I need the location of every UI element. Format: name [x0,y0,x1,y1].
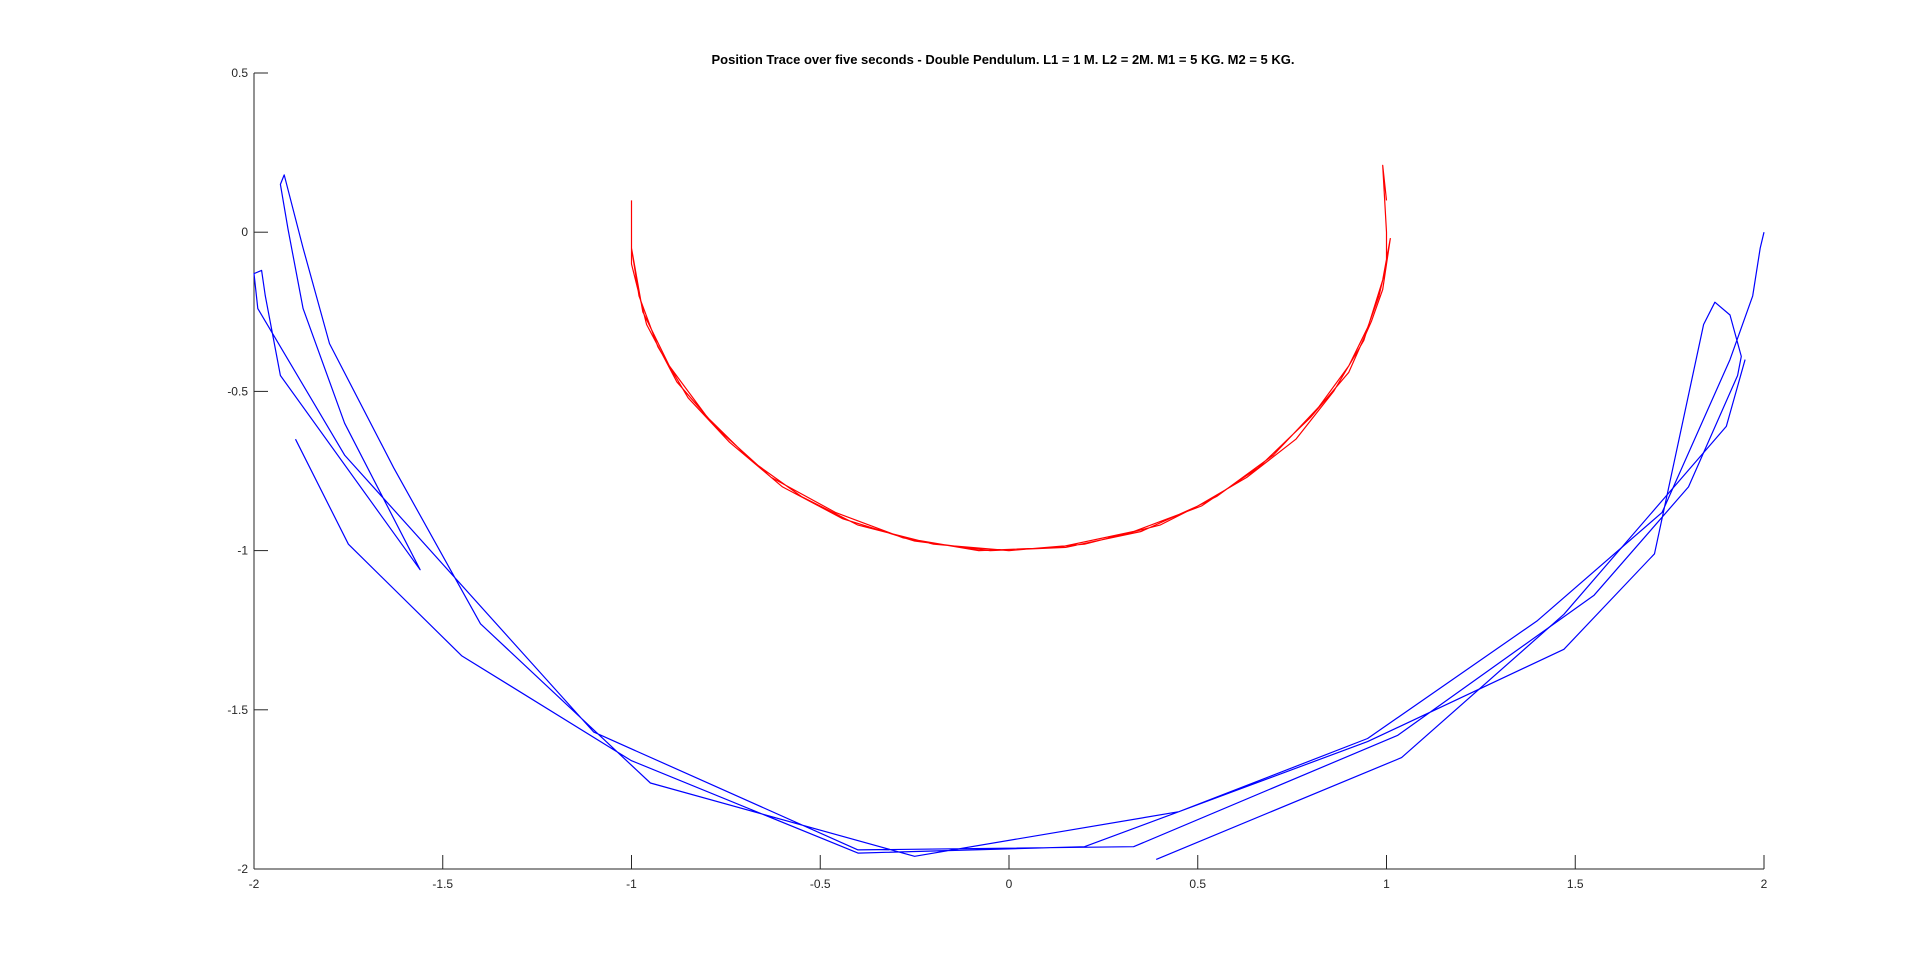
series-layer [253,164,1765,860]
chart-title: Position Trace over five seconds - Doubl… [712,52,1295,67]
x-tick-label: -0.5 [810,877,831,891]
series-line-1 [630,164,1391,552]
x-tick-label: 2 [1761,877,1768,891]
x-tick-label: 1.5 [1567,877,1584,891]
x-tick-label: 0 [1006,877,1013,891]
y-tick-label: -1.5 [227,703,248,717]
series-line-2 [253,174,1765,857]
x-tick-label: 0.5 [1189,877,1206,891]
y-tick-label: -0.5 [227,384,248,398]
series-line-3 [1155,359,1746,860]
y-tick-label: -2 [237,862,248,876]
y-tick-label: -1 [237,544,248,558]
x-tick-label: -1 [626,877,637,891]
axes [253,73,1764,870]
tick-layer: -2 -1.5 -1 -0.5 0 0.5 1 1.5 2 -2 -1.5 -1 -0.5 0 0.5 [227,66,1767,891]
x-tick-label: -2 [249,877,260,891]
x-tick-label: 1 [1383,877,1390,891]
y-tick-label: 0.5 [231,66,248,80]
x-tick-label: -1.5 [432,877,453,891]
y-tick-label: 0 [241,225,248,239]
